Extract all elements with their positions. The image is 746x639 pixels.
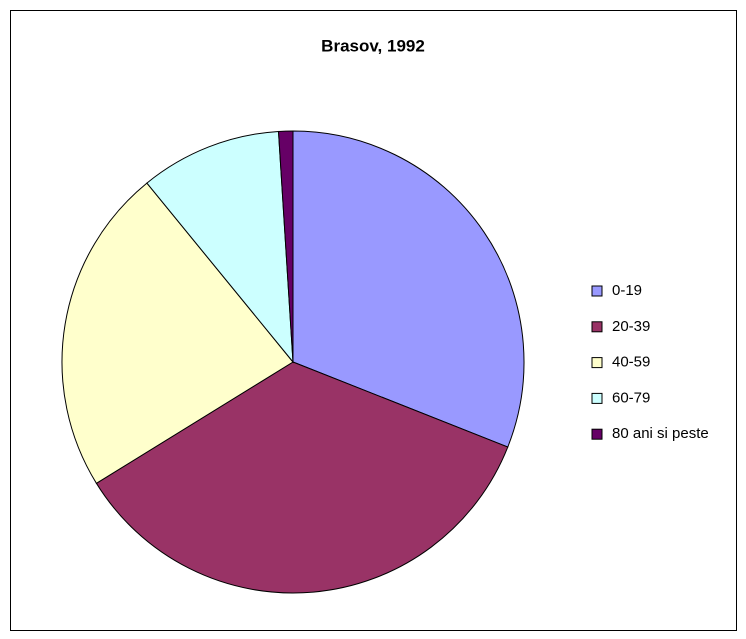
legend-swatch [591,285,603,297]
chart-title: Brasov, 1992 [321,36,425,55]
legend-label: 20-39 [612,318,650,335]
pie-slice [61,182,294,485]
pie-slice [277,130,294,363]
pie-slice [292,130,525,448]
legend-swatch [591,357,603,369]
legend-swatch [591,321,603,333]
legend-swatch [591,428,603,440]
pie-slice [146,130,294,364]
legend-label: 0-19 [612,282,642,299]
legend-swatch [591,392,603,404]
pie-slice [95,361,509,594]
legend-label: 80 ani si peste [612,425,709,442]
legend-label: 60-79 [612,389,650,406]
legend-label: 40-59 [612,354,650,371]
